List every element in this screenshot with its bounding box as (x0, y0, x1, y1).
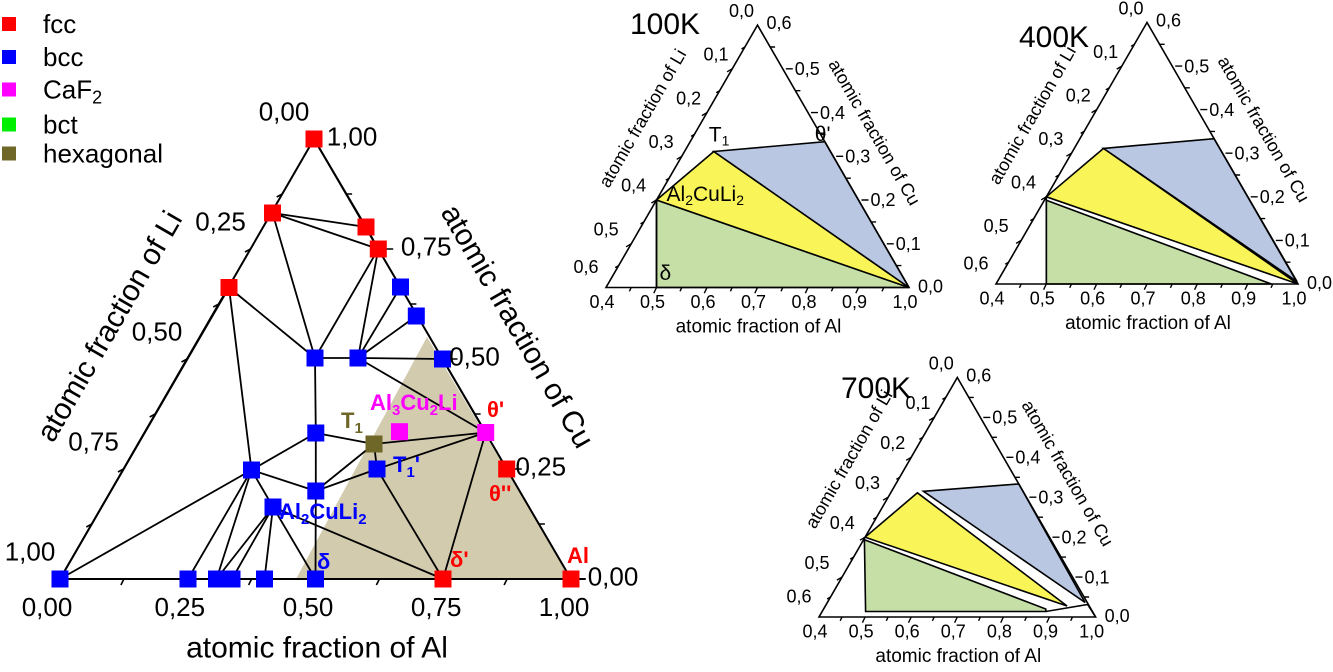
svg-text:fcc: fcc (43, 9, 76, 39)
svg-text:0,5: 0,5 (594, 220, 619, 240)
svg-text:0,1: 0,1 (1285, 231, 1310, 251)
svg-text:0,6: 0,6 (767, 13, 792, 33)
svg-text:0,4: 0,4 (802, 622, 827, 642)
svg-text:0,6: 0,6 (1080, 289, 1105, 309)
svg-text:0,8: 0,8 (987, 622, 1012, 642)
svg-text:atomic fraction of Al: atomic fraction of Al (186, 632, 448, 665)
svg-text:0,8: 0,8 (791, 292, 816, 312)
svg-text:0,3: 0,3 (1038, 129, 1063, 149)
svg-text:0,3: 0,3 (855, 473, 880, 493)
svg-text:0,3: 0,3 (845, 147, 870, 167)
svg-text:θ'': θ'' (489, 481, 511, 506)
svg-text:δ': δ' (450, 547, 469, 572)
svg-text:0,6: 0,6 (1156, 11, 1181, 31)
svg-text:0,75: 0,75 (401, 232, 452, 262)
svg-text:0,1: 0,1 (896, 234, 921, 254)
svg-text:0,6: 0,6 (963, 254, 988, 274)
svg-text:0,2: 0,2 (1062, 527, 1087, 547)
svg-text:0,0: 0,0 (1307, 273, 1332, 293)
svg-text:0,75: 0,75 (411, 592, 462, 622)
svg-text:0,4: 0,4 (979, 289, 1004, 309)
svg-text:atomic fraction of Al: atomic fraction of Al (676, 317, 842, 338)
svg-text:0,6: 0,6 (786, 587, 811, 607)
svg-text:0,4: 0,4 (1015, 448, 1040, 468)
svg-text:0,5: 0,5 (984, 216, 1009, 236)
svg-text:bcc: bcc (43, 42, 83, 72)
svg-text:0,50: 0,50 (132, 317, 183, 347)
svg-text:0,1: 0,1 (1093, 42, 1118, 62)
svg-text:0,1: 0,1 (905, 393, 930, 413)
svg-text:700K: 700K (841, 372, 911, 405)
svg-text:0,25: 0,25 (195, 207, 246, 237)
svg-text:Al2CuLi2: Al2CuLi2 (279, 499, 367, 528)
svg-text:0,3: 0,3 (1235, 143, 1260, 163)
svg-text:0,4: 0,4 (1011, 173, 1036, 193)
svg-text:hexagonal: hexagonal (43, 139, 163, 169)
svg-text:0,0: 0,0 (929, 354, 954, 374)
svg-text:0,2: 0,2 (676, 88, 701, 108)
svg-text:0,00: 0,00 (259, 97, 310, 127)
svg-text:0,9: 0,9 (1033, 622, 1058, 642)
svg-text:0,25: 0,25 (515, 452, 566, 482)
svg-text:Al2CuLi2: Al2CuLi2 (667, 183, 745, 208)
svg-text:400K: 400K (1019, 21, 1089, 54)
svg-text:0,3: 0,3 (649, 132, 674, 152)
svg-text:0,3: 0,3 (1038, 487, 1063, 507)
svg-text:0,50: 0,50 (449, 342, 500, 372)
svg-text:0,50: 0,50 (283, 592, 334, 622)
svg-text:0,5: 0,5 (795, 59, 820, 79)
svg-text:δ: δ (317, 549, 330, 574)
svg-text:0,00: 0,00 (588, 562, 639, 592)
svg-text:0,5: 0,5 (640, 292, 665, 312)
svg-text:0,0: 0,0 (729, 1, 754, 21)
svg-text:1,0: 1,0 (1281, 289, 1306, 309)
svg-text:0,0: 0,0 (1118, 0, 1143, 19)
svg-text:bct: bct (43, 110, 78, 140)
svg-text:0,7: 0,7 (941, 622, 966, 642)
svg-text:0,25: 0,25 (154, 592, 205, 622)
svg-text:0,9: 0,9 (1231, 289, 1256, 309)
svg-text:0,9: 0,9 (842, 292, 867, 312)
svg-text:0,00: 0,00 (22, 592, 73, 622)
svg-text:Al3Cu2Li: Al3Cu2Li (370, 390, 458, 419)
svg-text:0,2: 0,2 (871, 190, 896, 210)
svg-text:0,8: 0,8 (1181, 289, 1206, 309)
svg-text:0,2: 0,2 (880, 433, 905, 453)
svg-text:0,5: 0,5 (849, 622, 874, 642)
svg-text:1,00: 1,00 (327, 122, 378, 152)
svg-text:0,4: 0,4 (621, 176, 646, 196)
svg-text:0,1: 0,1 (1085, 567, 1110, 587)
svg-text:0,4: 0,4 (830, 513, 855, 533)
svg-text:1,0: 1,0 (1079, 622, 1104, 642)
svg-text:0,4: 0,4 (589, 292, 614, 312)
svg-text:0,2: 0,2 (1260, 187, 1285, 207)
svg-text:1,00: 1,00 (539, 592, 590, 622)
svg-text:0,6: 0,6 (895, 622, 920, 642)
svg-text:0,6: 0,6 (690, 292, 715, 312)
svg-text:0,7: 0,7 (741, 292, 766, 312)
svg-text:0,7: 0,7 (1130, 289, 1155, 309)
svg-text:δ: δ (660, 262, 672, 285)
svg-text:atomic fraction of Al: atomic fraction of Al (1065, 313, 1231, 334)
svg-text:0,5: 0,5 (1184, 56, 1209, 76)
svg-text:0,2: 0,2 (1066, 85, 1091, 105)
svg-text:0,6: 0,6 (573, 257, 598, 277)
svg-text:0,4: 0,4 (820, 103, 845, 123)
svg-text:0,0: 0,0 (918, 277, 943, 297)
svg-text:θ': θ' (815, 123, 831, 146)
svg-text:0,4: 0,4 (1209, 100, 1234, 120)
svg-text:0,1: 0,1 (703, 45, 728, 65)
svg-text:0,5: 0,5 (804, 553, 829, 573)
svg-text:atomic fraction of Al: atomic fraction of Al (875, 646, 1041, 667)
svg-text:0,75: 0,75 (68, 427, 119, 457)
svg-text:0,0: 0,0 (1105, 606, 1130, 626)
svg-text:0,5: 0,5 (992, 408, 1017, 428)
svg-text:1,00: 1,00 (5, 537, 56, 567)
svg-text:1,0: 1,0 (892, 292, 917, 312)
svg-text:100K: 100K (630, 8, 700, 41)
svg-text:Al: Al (567, 543, 589, 568)
svg-text:θ': θ' (487, 397, 504, 422)
svg-text:0,5: 0,5 (1030, 289, 1055, 309)
svg-text:0,6: 0,6 (966, 366, 991, 386)
